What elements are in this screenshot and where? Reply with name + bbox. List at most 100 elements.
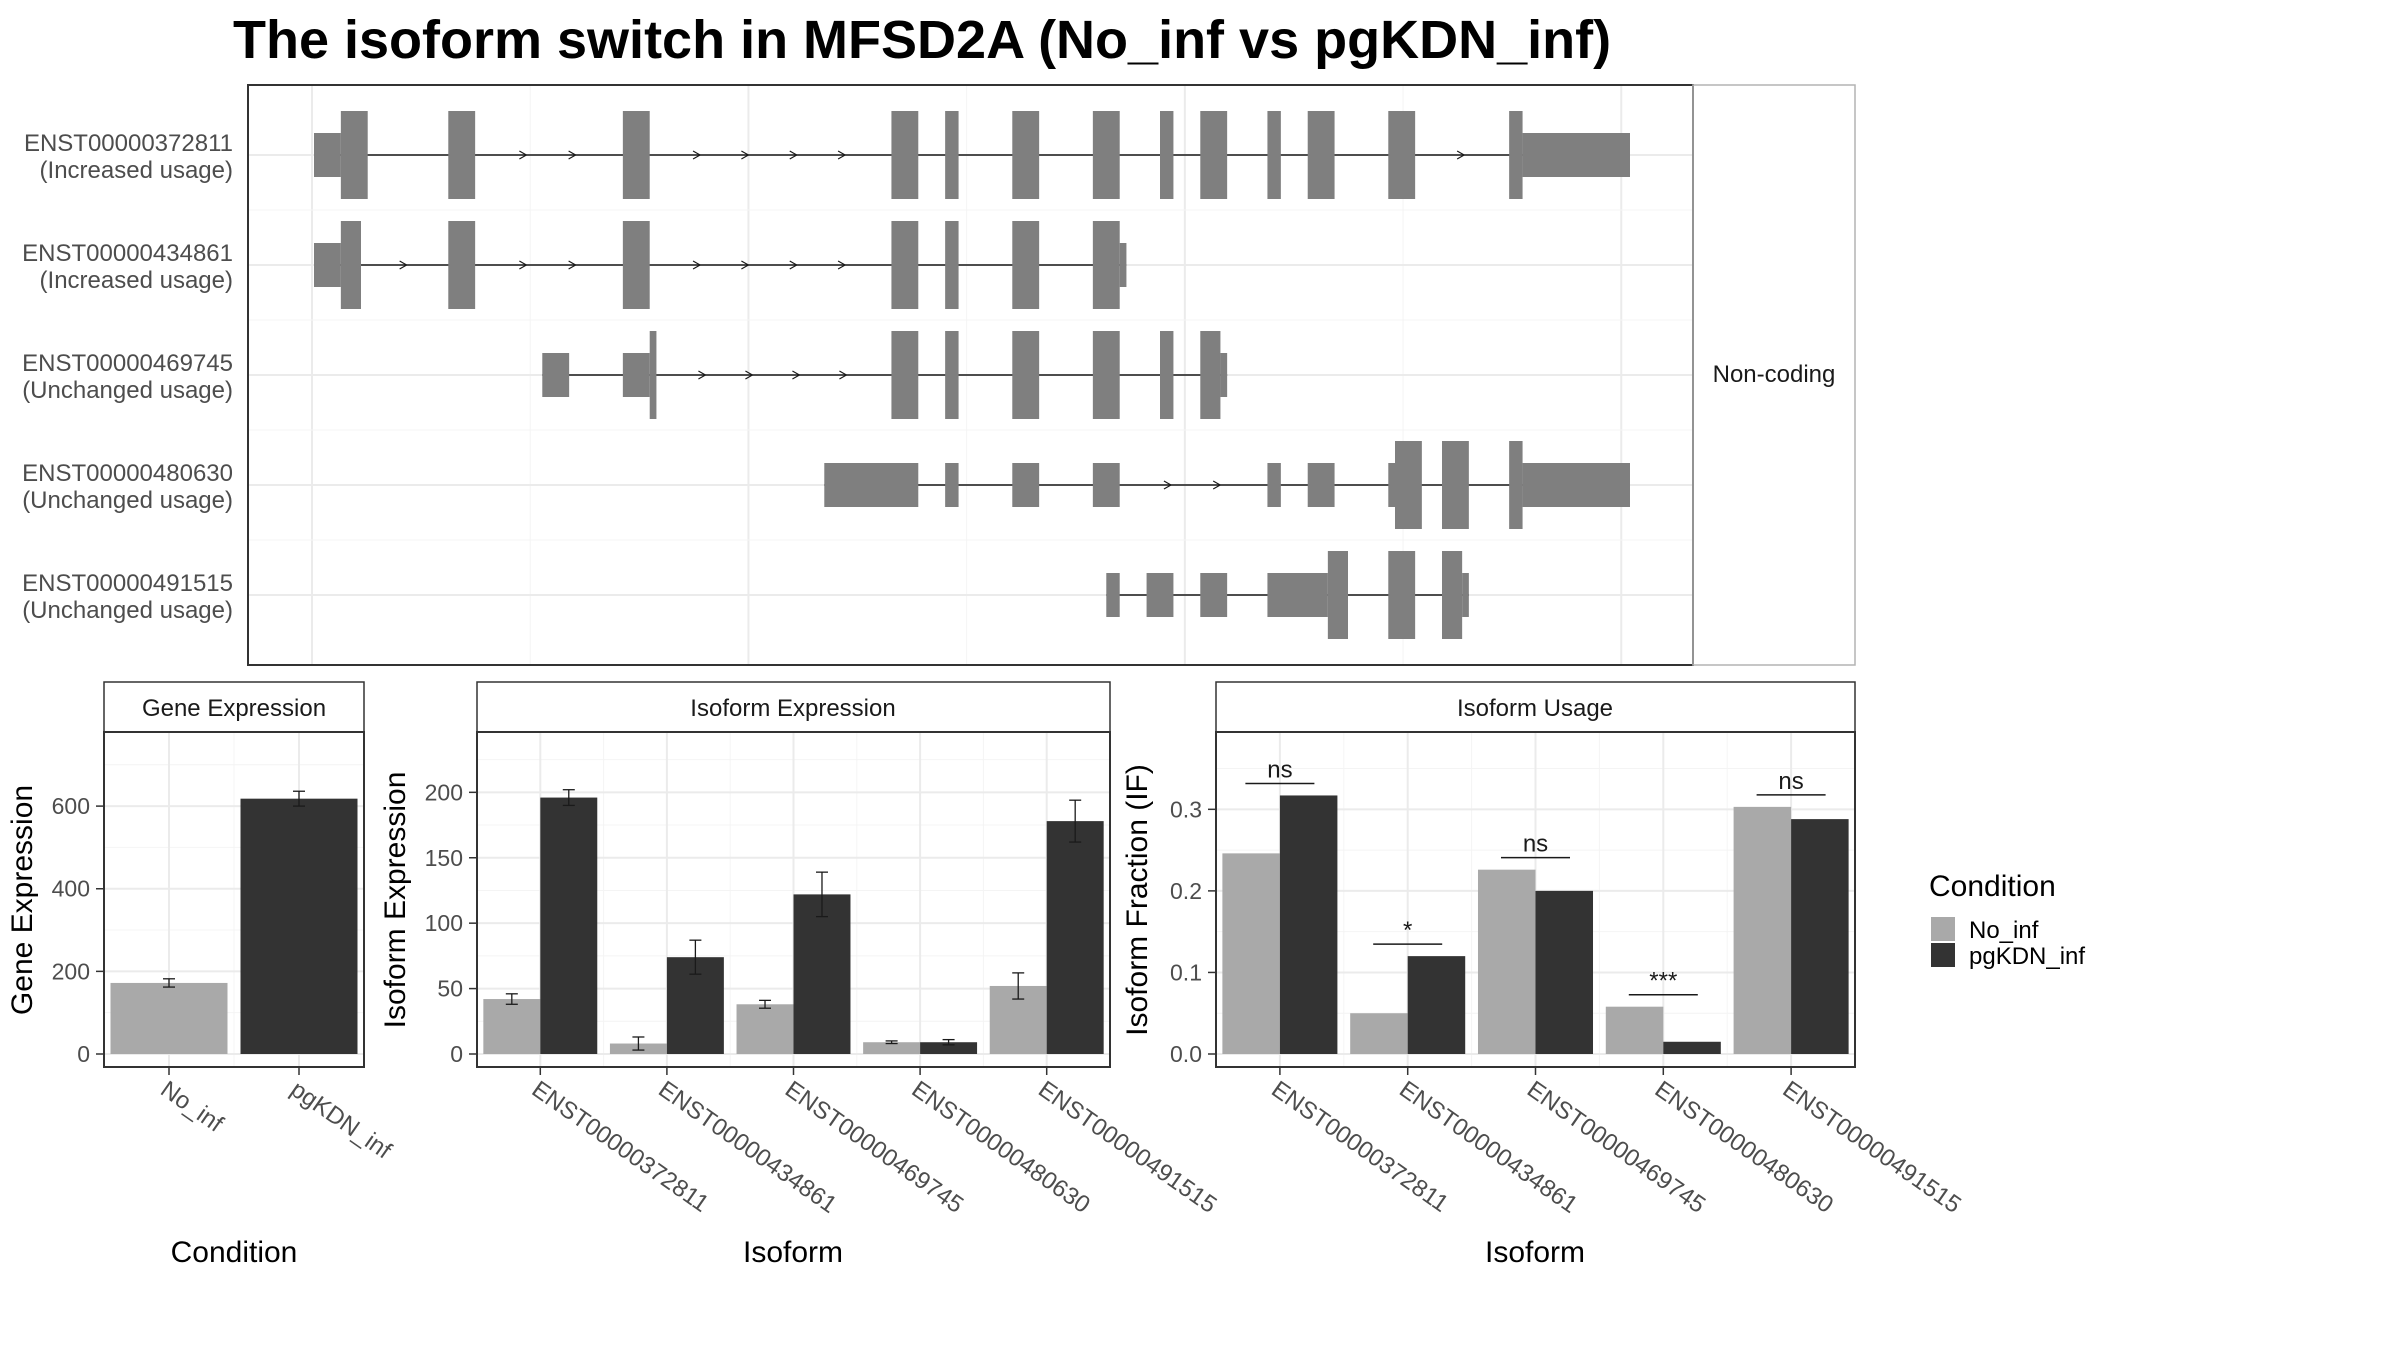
coding-exon xyxy=(1267,111,1281,199)
legend-title: Condition xyxy=(1929,870,2056,903)
strand-arrow xyxy=(692,150,702,160)
transcript-strip-label: Non-coding xyxy=(1713,361,1836,388)
transcript-usage-label: (Unchanged usage) xyxy=(22,377,233,404)
legend-key-no-inf xyxy=(1931,917,1955,941)
coding-exon xyxy=(1509,111,1523,199)
transcript-row xyxy=(314,111,1630,199)
y-tick-label: 50 xyxy=(437,976,463,1002)
bar xyxy=(540,797,598,1054)
bar xyxy=(793,894,851,1054)
x-tick-label: pgKDN_inf xyxy=(286,1076,397,1165)
isoform-expression-panel-border xyxy=(476,731,1111,1068)
y-tick-label: 400 xyxy=(52,876,90,902)
bar xyxy=(736,1004,794,1054)
strand-arrow xyxy=(792,370,801,380)
y-tick-label: 0.1 xyxy=(1170,959,1202,985)
isoform-expression-panel: Isoform Expression 050100150200ENST00000… xyxy=(379,681,1221,1269)
coding-exon xyxy=(649,331,657,419)
isoform-usage-panel: Isoform Usage 0.00.10.20.3ENST0000037281… xyxy=(1121,681,1966,1269)
bar xyxy=(1279,795,1338,1054)
coding-exon xyxy=(891,221,919,309)
y-tick-label: 200 xyxy=(52,958,90,984)
legend: Condition No_inf pgKDN_inf xyxy=(1929,870,2085,970)
transcript-id-label: ENST00000434861 xyxy=(22,240,233,267)
bar xyxy=(1791,819,1849,1054)
strand-arrow xyxy=(789,260,798,270)
utr-exon xyxy=(542,353,570,397)
bar xyxy=(920,1042,978,1054)
coding-exon xyxy=(1092,111,1120,199)
utr-exon xyxy=(824,463,919,507)
bar xyxy=(1477,869,1536,1054)
transcript-row xyxy=(314,221,1127,309)
gene-expression-xlabel: Condition xyxy=(171,1236,298,1269)
strand-arrow xyxy=(519,150,528,160)
coding-exon xyxy=(340,111,368,199)
transcript-usage-label: (Increased usage) xyxy=(40,267,233,294)
legend-label-pgkdn-inf: pgKDN_inf xyxy=(1969,943,2085,970)
coding-exon xyxy=(1092,221,1120,309)
coding-exon xyxy=(622,111,650,199)
isoform-usage-ylabel: Isoform Fraction (IF) xyxy=(1121,764,1154,1036)
utr-exon xyxy=(1267,573,1328,617)
y-tick-label: 0 xyxy=(450,1041,463,1067)
y-tick-label: 600 xyxy=(52,793,90,819)
strand-arrow xyxy=(837,260,847,270)
strand-arrow xyxy=(745,370,754,380)
utr-exon xyxy=(1522,133,1630,177)
utr-exon xyxy=(1200,573,1228,617)
legend-key-pgkdn-inf xyxy=(1931,943,1955,967)
isoform-usage-panel-border xyxy=(1215,731,1856,1068)
coding-exon xyxy=(1307,111,1335,199)
utr-exon xyxy=(1267,463,1281,507)
bar xyxy=(1663,1041,1721,1054)
gene-expression-panel-border xyxy=(103,731,365,1068)
transcript-id-label: ENST00000491515 xyxy=(22,570,233,597)
bar xyxy=(483,999,541,1054)
utr-exon xyxy=(1462,573,1469,617)
y-tick-label: 200 xyxy=(425,779,463,805)
transcript-row xyxy=(824,441,1630,529)
utr-exon xyxy=(1106,573,1120,617)
coding-exon xyxy=(448,111,476,199)
y-tick-label: 0.0 xyxy=(1170,1041,1202,1067)
utr-exon xyxy=(1388,463,1395,507)
transcript-id-label: ENST00000469745 xyxy=(22,350,233,377)
strand-arrow xyxy=(741,260,750,270)
utr-exon xyxy=(622,353,650,397)
y-tick-label: 0.3 xyxy=(1170,796,1202,822)
transcript-usage-label: (Unchanged usage) xyxy=(22,597,233,624)
bar xyxy=(1605,1006,1664,1054)
coding-exon xyxy=(1092,331,1120,419)
coding-exon xyxy=(1200,331,1221,419)
coding-exon xyxy=(891,111,919,199)
isoform-expression-strip-title: Isoform Expression xyxy=(690,695,895,722)
significance-label: * xyxy=(1403,917,1412,944)
transcript-rows xyxy=(314,111,1630,639)
y-tick-label: 150 xyxy=(425,845,463,871)
gene-expression-strip xyxy=(103,681,365,733)
strand-arrow xyxy=(698,370,707,380)
gene-expression-ylabel: Gene Expression xyxy=(6,785,39,1015)
y-tick-label: 100 xyxy=(425,910,463,936)
bar xyxy=(1407,956,1466,1054)
isoform-usage-strip-title: Isoform Usage xyxy=(1457,695,1613,722)
bar xyxy=(1222,853,1280,1054)
bar xyxy=(863,1042,921,1054)
isoform-expression-strip xyxy=(476,681,1111,733)
transcript-labels: ENST00000372811(Increased usage)ENST0000… xyxy=(22,130,233,624)
strand-arrow xyxy=(839,370,848,380)
isoform-usage-xlabel: Isoform xyxy=(1485,1236,1585,1269)
utr-exon xyxy=(314,133,341,177)
coding-exon xyxy=(622,221,650,309)
significance-label: ns xyxy=(1523,831,1548,858)
utr-exon xyxy=(1220,353,1228,397)
isoform-usage-plot: 0.00.10.20.3ENST00000372811ENST000004348… xyxy=(1170,732,1966,1219)
utr-exon xyxy=(1092,463,1120,507)
x-tick-label: No_inf xyxy=(156,1076,229,1138)
coding-exon xyxy=(1200,111,1228,199)
gene-expression-strip-title: Gene Expression xyxy=(142,695,326,722)
isoform-expression-plot: 050100150200ENST00000372811ENST000004348… xyxy=(425,732,1221,1219)
strand-arrow xyxy=(519,260,528,270)
